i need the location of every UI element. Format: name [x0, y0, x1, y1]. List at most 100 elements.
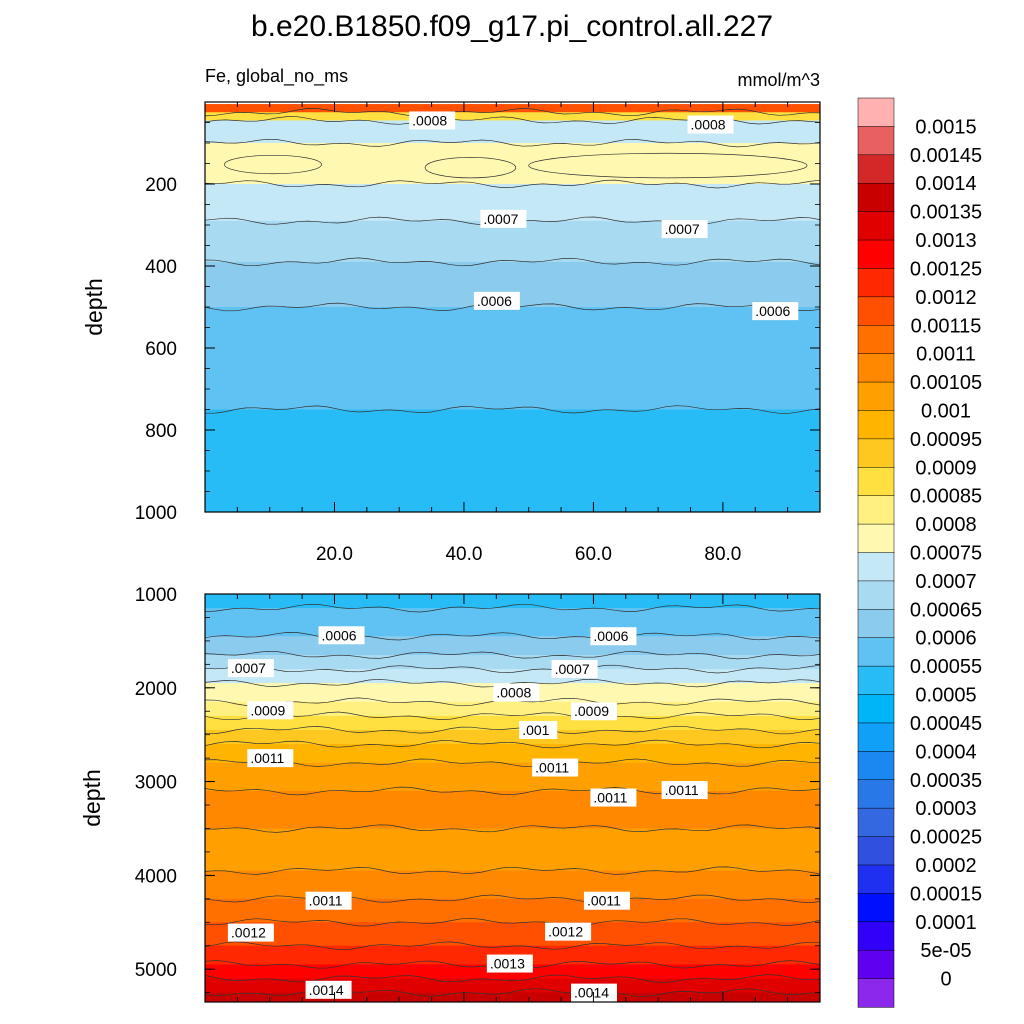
- top-contour-band: [205, 307, 820, 411]
- contour-label-bg: [227, 923, 274, 942]
- top-contour-blob: [424, 157, 517, 179]
- colorbar-swatch: [857, 949, 895, 980]
- bottom-contour-band: [205, 762, 820, 792]
- colorbar-label: 0.00025: [910, 827, 982, 849]
- bottom-contour-band: [205, 898, 820, 923]
- colorbar-swatch: [857, 779, 895, 809]
- top-contour-label: .0006: [473, 291, 520, 310]
- top-contour-line: [205, 138, 820, 148]
- colorbar-label: 0.0012: [915, 287, 976, 309]
- top-contour-label-text: .0007: [665, 221, 700, 237]
- bottom-contour-label-text: .001: [522, 722, 549, 738]
- top-contour-label-text: .0007: [483, 211, 518, 227]
- units-label: mmol/m^3: [738, 70, 820, 90]
- top-contour-band: [205, 112, 820, 122]
- bottom-contour-band: [205, 790, 820, 830]
- bottom-contour-label: .0011: [590, 788, 637, 807]
- bottom-contour-label-text: .0014: [574, 985, 609, 1001]
- bottom-contour-label: .0009: [247, 701, 294, 720]
- bottom-contour-label-text: .0014: [309, 982, 344, 998]
- contour-label-bg: [227, 659, 274, 678]
- contour-label-bg: [247, 701, 294, 720]
- colorbar-label: 0.0005: [915, 685, 976, 707]
- top-contour-label-text: .0008: [412, 112, 447, 128]
- bottom-contour-band: [205, 701, 820, 717]
- colorbar-label: 0.00135: [910, 202, 982, 224]
- bottom-contour-label-text: .0011: [535, 760, 569, 776]
- colorbar-swatch: [857, 268, 895, 298]
- contour-label-bg: [480, 209, 527, 228]
- y-tick-label: 5000: [135, 960, 177, 981]
- colorbar-label: 0.00095: [910, 429, 982, 451]
- colorbar-swatch: [857, 807, 895, 838]
- y-tick-label: 1000: [135, 585, 177, 606]
- colorbar-swatch: [857, 580, 895, 610]
- y-tick-label: 2000: [135, 679, 177, 700]
- bottom-contour-label: .0011: [305, 891, 352, 910]
- bottom-contour-line: [205, 917, 820, 927]
- top-contour-label-text: .0006: [755, 303, 790, 319]
- colorbar-label: 0.0013: [915, 230, 976, 252]
- colorbar-label: 0.00035: [910, 770, 982, 792]
- bottom-contour-label-text: .0006: [322, 627, 357, 643]
- bottom-plot-frame: [204, 593, 821, 1003]
- bottom-contour-label-text: .0011: [250, 750, 284, 766]
- colorbar-swatch: [857, 978, 895, 1008]
- colorbar-swatch: [857, 182, 895, 213]
- colorbar-label: 0.00045: [910, 713, 982, 735]
- bottom-contour-label-text: .0007: [231, 660, 266, 676]
- bottom-y-axis-label: depth: [79, 769, 105, 827]
- colorbar-swatch: [857, 751, 895, 781]
- contour-label-bg: [473, 291, 520, 310]
- colorbar-label: 0.0011: [916, 344, 976, 366]
- bottom-contour-label-text: .0012: [231, 925, 266, 941]
- colorbar-label: 0.00145: [910, 145, 982, 167]
- y-tick-label: 1000: [135, 503, 177, 524]
- top-contour-blob: [224, 154, 322, 175]
- colorbar-label: 0.0002: [915, 855, 976, 877]
- colorbar-label: 0.0006: [915, 628, 976, 650]
- bottom-contour-label: .0007: [227, 659, 274, 678]
- colorbar-swatch: [857, 552, 895, 582]
- colorbar-swatch: [857, 381, 895, 412]
- bottom-contour-label-text: .0011: [665, 782, 699, 798]
- colorbar-label: 0.00055: [910, 656, 982, 678]
- top-contour-label-text: .0008: [691, 117, 726, 133]
- bottom-contour-label: .0009: [571, 702, 617, 721]
- colorbar-swatch: [857, 353, 895, 383]
- top-contour-line: [205, 179, 820, 189]
- bottom-contour-line: [205, 866, 820, 875]
- colorbar-label: 0.00105: [910, 372, 982, 394]
- bottom-contour-label: .001: [519, 721, 558, 739]
- contour-label-bg: [486, 954, 533, 973]
- bottom-contour-label-text: .0008: [496, 684, 531, 700]
- top-contour-line: [205, 257, 820, 267]
- x-tick-label: 60.0: [575, 544, 612, 565]
- colorbar-label: 0.001: [921, 400, 971, 422]
- top-contour-blob: [528, 152, 808, 179]
- bottom-contour-label-text: .0011: [587, 893, 621, 909]
- bottom-contour-band: [205, 636, 820, 656]
- contour-label-bg: [661, 220, 708, 239]
- contour-label-bg: [583, 891, 630, 910]
- contour-label-bg: [545, 922, 592, 941]
- bottom-contour-label: .0011: [247, 749, 294, 768]
- bottom-contour-line: [205, 711, 820, 721]
- colorbar-label: 0: [940, 969, 951, 991]
- bottom-contour-label-text: .0011: [309, 893, 343, 909]
- bottom-contour-band: [205, 654, 820, 670]
- top-y-axis-label: depth: [81, 278, 107, 336]
- top-contour-band: [205, 104, 820, 113]
- bottom-contour-band: [205, 594, 820, 609]
- contour-label-bg: [519, 721, 558, 739]
- colorbar-swatch: [857, 694, 895, 724]
- bottom-contour-line: [205, 650, 820, 660]
- contour-label-bg: [532, 758, 579, 777]
- colorbar-label: 0.0001: [915, 912, 976, 934]
- y-tick-label: 4000: [135, 866, 177, 887]
- x-tick-label: 80.0: [704, 544, 741, 565]
- bottom-contour-line: [205, 758, 820, 768]
- x-tick-label: 20.0: [316, 544, 353, 565]
- contour-label-bg: [661, 781, 708, 800]
